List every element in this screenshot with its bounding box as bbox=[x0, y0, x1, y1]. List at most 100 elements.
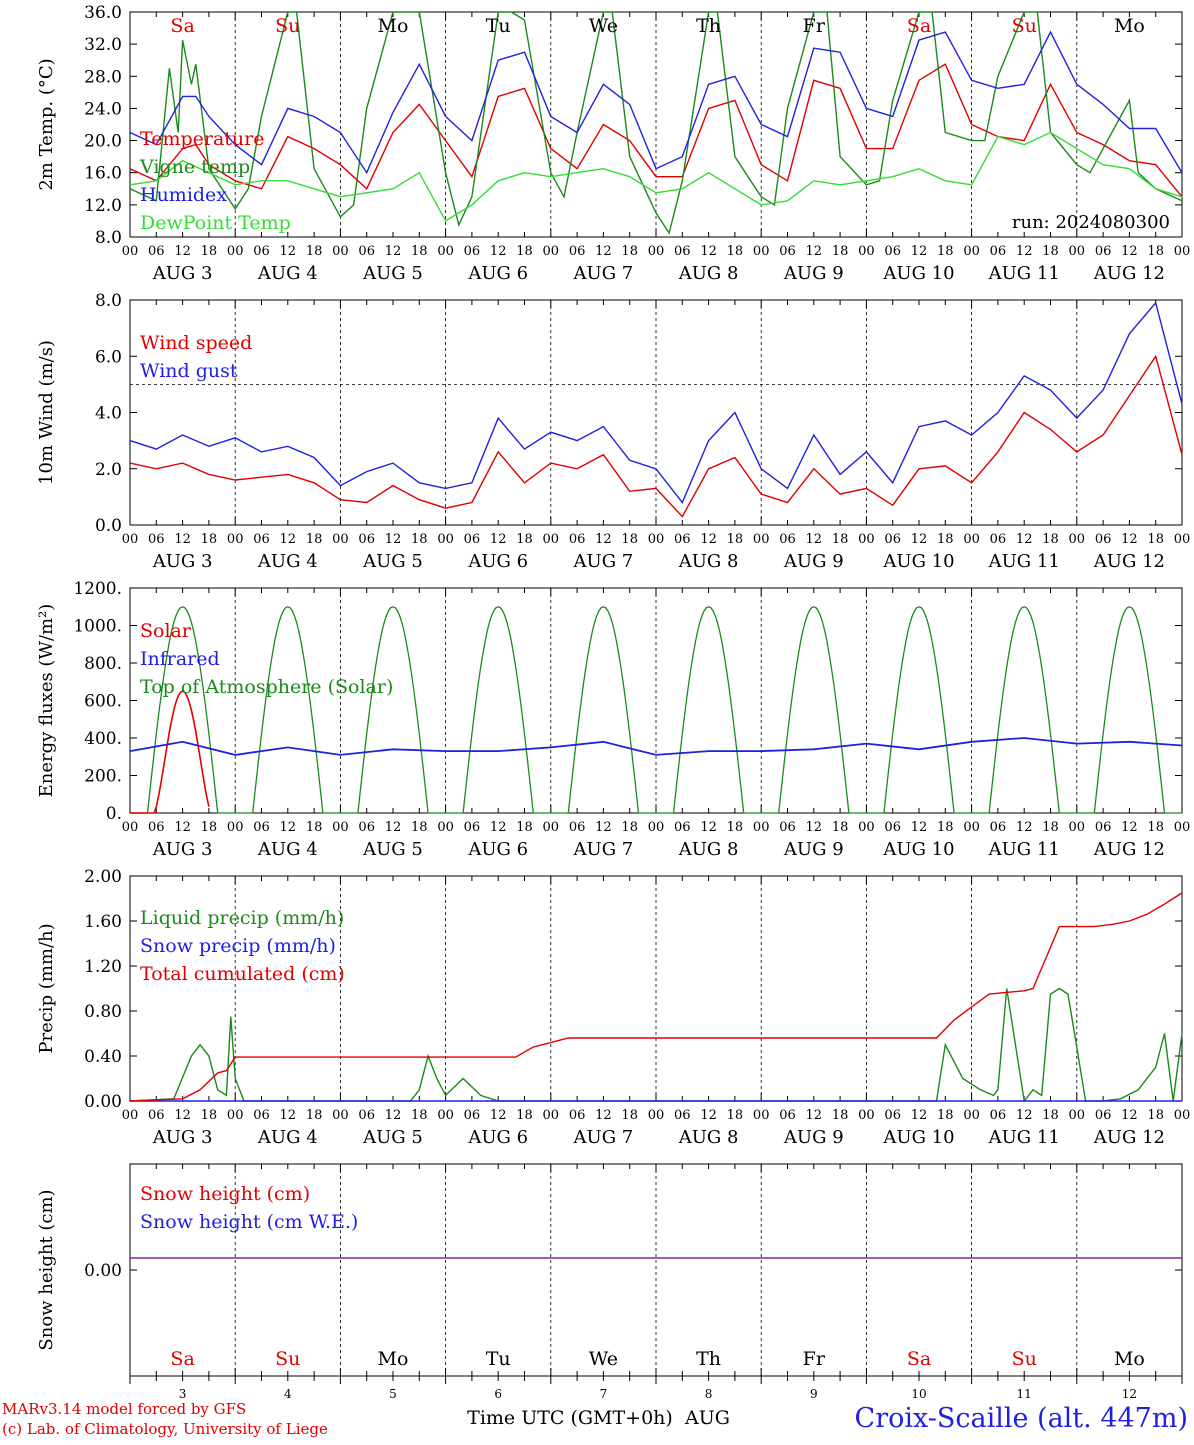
y-tick-label: 0.40 bbox=[84, 1047, 122, 1067]
date-label: AUG 7 bbox=[573, 1127, 634, 1148]
date-label: AUG 3 bbox=[152, 551, 213, 572]
hour-tick-label: 06 bbox=[358, 532, 375, 547]
model-credit: MARv3.14 model forced by GFS bbox=[2, 1400, 246, 1418]
hour-tick-label: 18 bbox=[937, 1108, 954, 1123]
hour-tick-label: 06 bbox=[779, 532, 796, 547]
hour-tick-label: 18 bbox=[1042, 532, 1059, 547]
date-label: AUG 10 bbox=[882, 1127, 954, 1148]
hour-tick-label: 00 bbox=[753, 1108, 770, 1123]
y-tick-label: 36.0 bbox=[84, 3, 122, 23]
hour-tick-label: 12 bbox=[806, 244, 823, 259]
date-label: AUG 6 bbox=[467, 839, 528, 860]
hour-tick-label: 18 bbox=[1042, 820, 1059, 835]
hour-tick-label: 18 bbox=[1042, 244, 1059, 259]
day-of-week-label: Su bbox=[1012, 15, 1037, 37]
legend-entry: Wind speed bbox=[140, 332, 252, 354]
hour-tick-label: 06 bbox=[569, 532, 586, 547]
y-tick-label: 2.00 bbox=[84, 867, 122, 887]
hour-tick-label: 00 bbox=[858, 532, 875, 547]
hour-tick-label: 12 bbox=[490, 532, 507, 547]
hour-tick-label: 18 bbox=[201, 244, 218, 259]
hour-tick-label: 06 bbox=[569, 244, 586, 259]
hour-tick-label: 12 bbox=[280, 820, 297, 835]
y-tick-label: 4.0 bbox=[95, 404, 122, 424]
hour-tick-label: 06 bbox=[990, 532, 1007, 547]
hour-tick-label: 18 bbox=[411, 820, 428, 835]
date-label: AUG 6 bbox=[467, 1127, 528, 1148]
hour-tick-label: 12 bbox=[1121, 820, 1138, 835]
day-number-label: 9 bbox=[810, 1387, 818, 1401]
hour-tick-label: 06 bbox=[884, 244, 901, 259]
hour-tick-label: 00 bbox=[1174, 244, 1191, 259]
date-label: AUG 7 bbox=[573, 263, 634, 284]
hour-tick-label: 00 bbox=[543, 244, 560, 259]
hour-tick-label: 00 bbox=[332, 820, 349, 835]
hour-tick-label: 00 bbox=[858, 244, 875, 259]
y-tick-label: 0. bbox=[106, 804, 122, 824]
day-of-week-label-bottom: Th bbox=[696, 1348, 721, 1370]
hour-tick-label: 00 bbox=[437, 820, 454, 835]
hour-tick-label: 00 bbox=[227, 532, 244, 547]
day-number-label: 3 bbox=[179, 1387, 187, 1401]
day-of-week-label: Fr bbox=[803, 15, 826, 37]
series-line-humidex bbox=[129, 30, 1183, 175]
hour-tick-label: 00 bbox=[1069, 820, 1086, 835]
hour-tick-label: 18 bbox=[832, 820, 849, 835]
hour-tick-label: 12 bbox=[1121, 1108, 1138, 1123]
day-of-week-label-bottom: Mo bbox=[378, 1348, 409, 1370]
hour-tick-label: 18 bbox=[621, 244, 638, 259]
date-label: AUG 10 bbox=[882, 839, 954, 860]
hour-tick-label: 00 bbox=[753, 244, 770, 259]
day-number-label: 7 bbox=[600, 1387, 608, 1401]
day-of-week-label: Su bbox=[275, 15, 300, 37]
hour-tick-label: 00 bbox=[1174, 532, 1191, 547]
date-label: AUG 11 bbox=[988, 263, 1060, 284]
hour-tick-label: 06 bbox=[1095, 1108, 1112, 1123]
day-of-week-label-bottom: Tu bbox=[486, 1348, 511, 1370]
day-of-week-label: We bbox=[589, 15, 618, 37]
hour-tick-label: 12 bbox=[1016, 1108, 1033, 1123]
hour-tick-label: 18 bbox=[411, 244, 428, 259]
legend-entry: Total cumulated (cm) bbox=[140, 963, 345, 985]
hour-tick-label: 06 bbox=[148, 244, 165, 259]
y-tick-label: 2.0 bbox=[95, 460, 122, 480]
y-tick-label: 20.0 bbox=[84, 132, 122, 152]
hour-tick-label: 00 bbox=[543, 1108, 560, 1123]
y-tick-label: 800. bbox=[84, 654, 122, 674]
date-label: AUG 10 bbox=[882, 263, 954, 284]
hour-tick-label: 12 bbox=[280, 1108, 297, 1123]
day-of-week-label-bottom: Sa bbox=[907, 1348, 931, 1370]
date-label: AUG 12 bbox=[1093, 839, 1165, 860]
day-of-week-label: Sa bbox=[907, 15, 931, 37]
hour-tick-label: 18 bbox=[1042, 1108, 1059, 1123]
hour-tick-label: 12 bbox=[385, 532, 402, 547]
hour-tick-label: 12 bbox=[385, 1108, 402, 1123]
y-tick-label: 24.0 bbox=[84, 99, 122, 119]
hour-tick-label: 18 bbox=[1147, 244, 1164, 259]
hour-tick-label: 06 bbox=[253, 1108, 270, 1123]
hour-tick-label: 12 bbox=[595, 1108, 612, 1123]
hour-tick-label: 18 bbox=[516, 820, 533, 835]
hour-tick-label: 06 bbox=[1095, 532, 1112, 547]
series-line-wind-speed bbox=[129, 354, 1183, 518]
y-axis-label-5: Snow height (cm) bbox=[36, 1189, 57, 1350]
date-label: AUG 8 bbox=[678, 839, 739, 860]
day-number-label: 11 bbox=[1017, 1387, 1032, 1401]
hour-tick-label: 18 bbox=[1147, 1108, 1164, 1123]
hour-tick-label: 06 bbox=[674, 244, 691, 259]
hour-tick-label: 00 bbox=[227, 1108, 244, 1123]
y-tick-label: 1000. bbox=[73, 617, 122, 637]
hour-tick-label: 18 bbox=[727, 532, 744, 547]
hour-tick-label: 12 bbox=[806, 820, 823, 835]
hour-tick-label: 12 bbox=[1016, 820, 1033, 835]
legend-entry: DewPoint Temp bbox=[140, 212, 291, 234]
date-label: AUG 9 bbox=[783, 839, 844, 860]
hour-tick-label: 18 bbox=[621, 820, 638, 835]
hour-tick-label: 00 bbox=[437, 1108, 454, 1123]
hour-tick-label: 18 bbox=[411, 1108, 428, 1123]
y-axis-label-3: Energy fluxes (W/m²) bbox=[36, 604, 57, 798]
y-tick-label: 8.0 bbox=[95, 228, 122, 248]
hour-tick-label: 18 bbox=[832, 1108, 849, 1123]
y-axis-label-2: 10m Wind (m/s) bbox=[36, 340, 57, 485]
day-of-week-label-bottom: Fr bbox=[803, 1348, 826, 1370]
